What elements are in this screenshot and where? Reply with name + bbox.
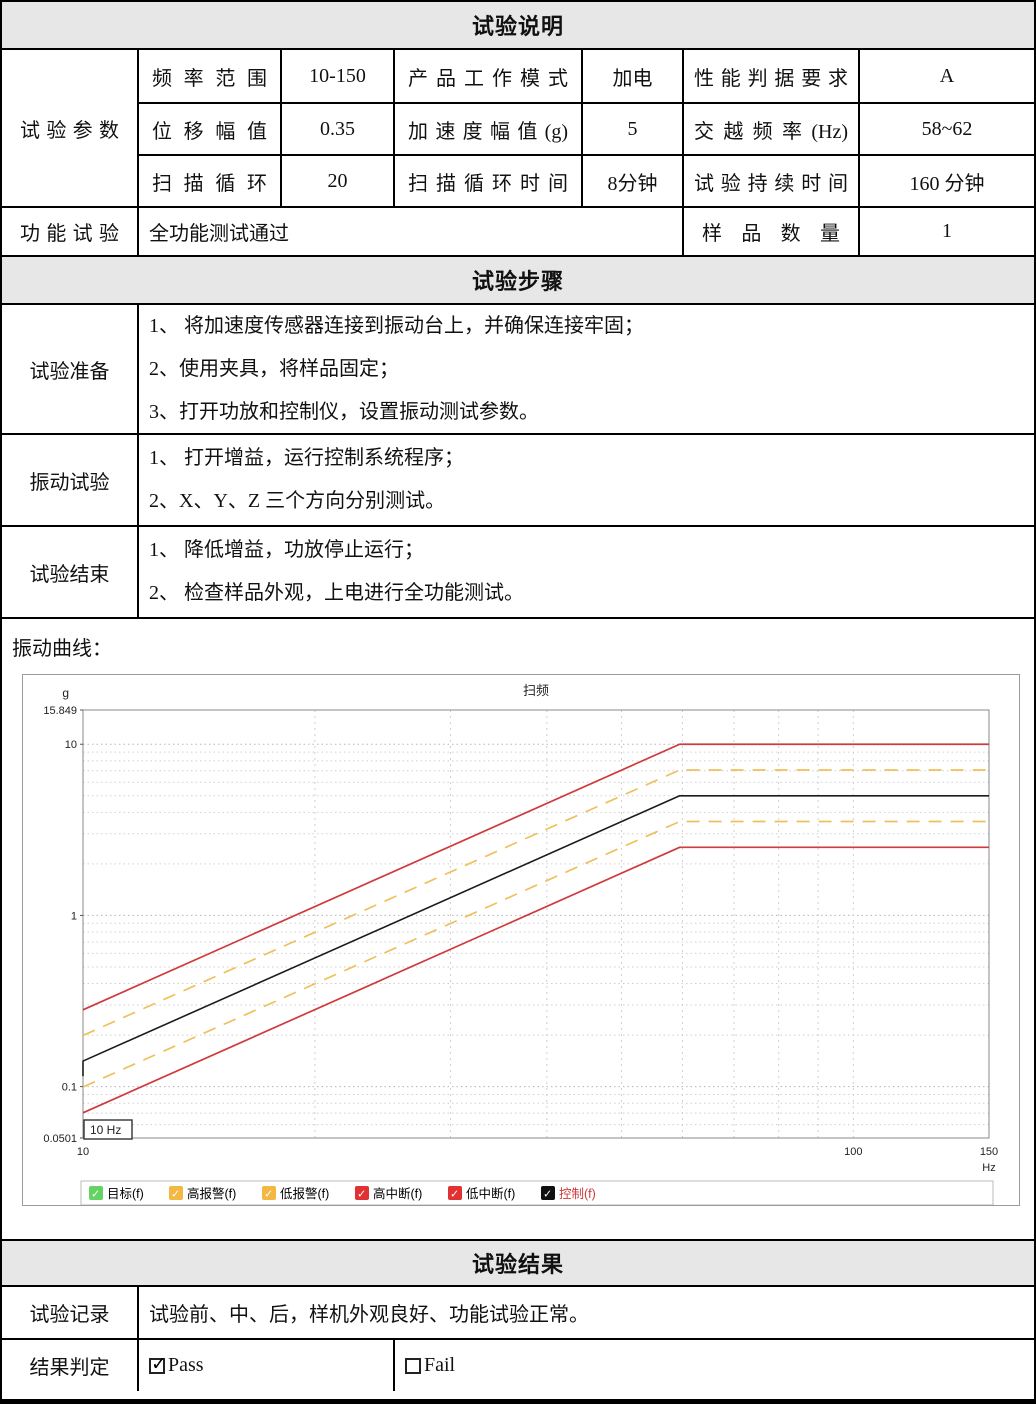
- x-tick-label: 150: [980, 1146, 998, 1158]
- section-title-test-results: 试验结果: [2, 1239, 1034, 1287]
- param-label-cell: 试验持续时间: [684, 156, 860, 208]
- legend-label: 低中断(f): [466, 1186, 515, 1201]
- step-content: 1、 将加速度传感器连接到振动台上，并确保连接牢固； 2、使用夹具，将样品固定；…: [139, 305, 1034, 435]
- param-group-label: 试验参数: [20, 119, 119, 142]
- x-axis-unit: Hz: [982, 1162, 995, 1174]
- y-tick-label: 1: [71, 910, 77, 922]
- verdict-label-cell: 结果判定: [2, 1340, 139, 1391]
- y-axis-unit: g: [62, 686, 69, 700]
- vibration-curve-label: 振动曲线：: [12, 638, 112, 660]
- section-title-text: 试验说明: [471, 14, 564, 39]
- legend-check: ✓: [357, 1189, 366, 1201]
- step-line: 2、使用夹具，将样品固定；: [149, 357, 399, 380]
- param-value-cell: 8分钟: [583, 156, 684, 208]
- test-record-row: 试验记录 试验前、中、后，样机外观良好、功能试验正常。: [2, 1287, 1034, 1340]
- legend-label: 目标(f): [107, 1187, 144, 1201]
- param-value-cell: A: [860, 50, 1034, 104]
- test-parameters-table: 试验参数 频率范围 10-150 产品工作模式 加电 性能判据要求 A 位移幅值…: [2, 50, 1034, 257]
- legend-swatch-高报警(f): [169, 1186, 183, 1200]
- step-line: 1、 打开增益，运行控制系统程序；: [149, 447, 464, 469]
- param-value-cell: 0.35: [282, 104, 395, 156]
- legend-check: ✓: [91, 1189, 100, 1201]
- pass-checkbox[interactable]: [149, 1353, 167, 1375]
- fail-checkbox[interactable]: [405, 1357, 421, 1374]
- y-tick-label: 0.0501: [43, 1133, 77, 1145]
- section-title-text: 试验结果: [471, 1252, 564, 1277]
- section-title-test-steps: 试验步骤: [2, 257, 1034, 305]
- legend-check: ✓: [171, 1189, 180, 1201]
- param-label-cell: 交越频率(Hz): [684, 104, 860, 156]
- series-高中断(f): [82, 743, 989, 1011]
- param-label-cell: 加速度幅值(g): [395, 104, 583, 156]
- legend-label: 低报警(f): [280, 1186, 329, 1201]
- y-tick-label: 0.1: [62, 1082, 77, 1094]
- step-line: 2、 检查样品外观，上电进行全功能测试。: [149, 582, 524, 604]
- series-控制(f): [82, 794, 989, 1077]
- pass-label: Pass: [168, 1354, 204, 1376]
- legend-label: 高报警(f): [187, 1186, 236, 1201]
- param-value-cell: 20: [282, 156, 395, 208]
- legend-label: 控制(f): [559, 1187, 596, 1201]
- param-label-cell: 扫描循环时间: [395, 156, 583, 208]
- record-value-cell: 试验前、中、后，样机外观良好、功能试验正常。: [149, 1304, 589, 1326]
- spacer: [2, 1206, 1034, 1239]
- step-line: 2、X、Y、Z 三个方向分别测试。: [149, 490, 446, 512]
- param-label-cell: 位移幅值: [139, 104, 282, 156]
- step-line: 1、 降低增益，功放停止运行；: [149, 539, 424, 561]
- legend-check: ✓: [543, 1189, 552, 1201]
- step-line: 1、 将加速度传感器连接到振动台上，并确保连接牢固；: [149, 314, 644, 337]
- cursor-box: [83, 1119, 133, 1140]
- param-value-cell: 160 分钟: [860, 156, 1034, 208]
- sample-qty-label-cell: 样品数量: [684, 208, 860, 255]
- legend-swatch-低报警(f): [262, 1186, 276, 1200]
- function-test-value-cell: 全功能测试通过: [139, 208, 684, 255]
- x-tick-label: 10: [77, 1146, 89, 1158]
- param-label-cell: 频率范围: [139, 50, 282, 104]
- legend-swatch-低中断(f): [448, 1186, 462, 1200]
- test-steps-table: 试验准备 1、 将加速度传感器连接到振动台上，并确保连接牢固； 2、使用夹具，将…: [2, 305, 1034, 619]
- step-group-label: 试验准备: [2, 305, 139, 435]
- param-value-cell: 加电: [583, 50, 684, 104]
- legend-swatch-高中断(f): [355, 1186, 369, 1200]
- sweep-chart-container: 扫频 g 15.849 10 1 0.1 0.0501 10 100 150 Hz 10 Hz ✓ 目标(…: [22, 674, 1020, 1206]
- pass-option[interactable]: Pass: [139, 1340, 395, 1391]
- record-label-cell: 试验记录: [2, 1287, 139, 1338]
- param-label-cell: 产品工作模式: [395, 50, 583, 104]
- step-content: 1、 打开增益，运行控制系统程序； 2、X、Y、Z 三个方向分别测试。: [139, 435, 1034, 527]
- legend-check: ✓: [264, 1189, 273, 1201]
- sample-qty-value-cell: 1: [942, 220, 952, 242]
- y-tick-label: 10: [65, 739, 77, 751]
- legend-swatch-目标(f): [89, 1186, 103, 1200]
- series-高报警(f): [82, 769, 989, 1037]
- param-value-cell: 58~62: [860, 104, 1034, 156]
- chart-title: 扫频: [523, 683, 549, 698]
- legend-check: ✓: [450, 1189, 459, 1201]
- verdict-row: 结果判定 Pass Fail: [2, 1340, 1034, 1391]
- fail-option[interactable]: Fail: [395, 1340, 1034, 1391]
- param-label-cell: 扫描循环: [139, 156, 282, 208]
- step-group-label: 振动试验: [2, 435, 139, 527]
- x-tick-label: 100: [844, 1146, 862, 1158]
- param-label-cell: 性能判据要求: [684, 50, 860, 104]
- param-group-cell: 试验参数: [2, 50, 139, 208]
- param-value-cell: 10-150: [282, 50, 395, 104]
- y-tick-label: 15.849: [43, 705, 77, 717]
- step-content: 1、 降低增益，功放停止运行； 2、 检查样品外观，上电进行全功能测试。: [139, 527, 1034, 617]
- function-test-label-cell: 功能试验: [2, 208, 139, 255]
- series-低中断(f): [82, 846, 989, 1114]
- legend-swatch-控制(f): [541, 1186, 555, 1200]
- legend-box: [80, 1180, 994, 1206]
- step-line: 3、打开功放和控制仪，设置振动测试参数。: [149, 400, 539, 423]
- param-value-cell: 5: [583, 104, 684, 156]
- fail-label: Fail: [424, 1354, 456, 1376]
- section-title-test-description: 试验说明: [2, 2, 1034, 50]
- step-group-label: 试验结束: [2, 527, 139, 617]
- series-低报警(f): [82, 820, 989, 1088]
- plot-border: [82, 709, 990, 1139]
- legend-label: 高中断(f): [373, 1186, 422, 1201]
- section-title-text: 试验步骤: [471, 269, 564, 294]
- cursor-label: 10 Hz: [90, 1123, 121, 1137]
